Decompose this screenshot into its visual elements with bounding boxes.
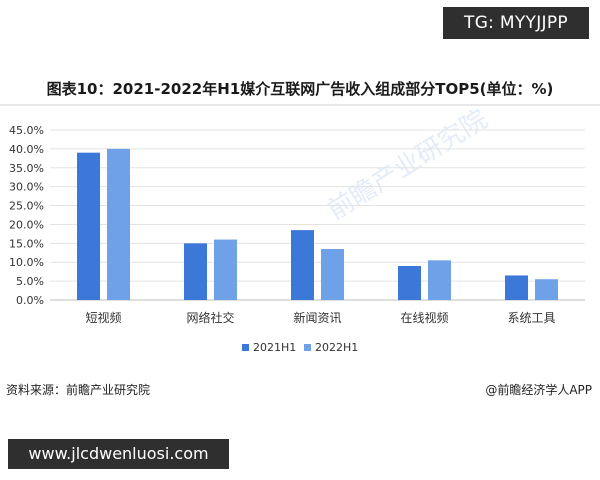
source-note: 资料来源：前瞻产业研究院 (6, 383, 151, 397)
legend-swatch (304, 344, 311, 351)
legend-label: 2022H1 (315, 341, 358, 354)
legend-swatch (242, 344, 249, 351)
bar-2021H1 (77, 152, 100, 300)
chart-title: 图表10：2021-2022年H1媒介互联网广告收入组成部分TOP5(单位：%) (46, 80, 554, 98)
bar-2022H1 (535, 279, 558, 300)
bar-2022H1 (428, 260, 451, 300)
legend-label: 2021H1 (253, 341, 296, 354)
url-badge: www.jlcdwenluosi.com (8, 439, 229, 469)
title-divider (0, 104, 600, 106)
brand-credit: @前瞻经济学人APP (485, 383, 592, 397)
x-tick-label: 短视频 (85, 310, 121, 325)
bar-2021H1 (398, 266, 421, 300)
y-tick-label: 45.0% (9, 124, 44, 137)
bar-2022H1 (107, 148, 130, 300)
watermark-text: 前瞻产业研究院 (323, 104, 493, 226)
y-tick-label: 40.0% (9, 143, 44, 156)
x-tick-label: 在线视频 (400, 310, 448, 325)
bar-2021H1 (291, 230, 314, 300)
y-tick-label: 25.0% (9, 200, 44, 213)
y-tick-label: 30.0% (9, 181, 44, 194)
y-tick-label: 20.0% (9, 218, 44, 231)
bar-2021H1 (184, 243, 207, 300)
x-tick-label: 网络社交 (186, 310, 234, 325)
y-tick-label: 35.0% (9, 162, 44, 175)
y-tick-label: 0.0% (16, 294, 44, 307)
y-tick-label: 5.0% (16, 275, 44, 288)
y-tick-label: 10.0% (9, 256, 44, 269)
x-tick-label: 系统工具 (507, 311, 555, 325)
tg-badge: TG: MYYJJPP (443, 7, 589, 39)
bar-2022H1 (321, 249, 344, 300)
y-tick-label: 15.0% (9, 237, 44, 250)
bar-2021H1 (505, 275, 528, 300)
x-tick-label: 新闻资讯 (293, 310, 341, 325)
bar-2022H1 (214, 239, 237, 300)
